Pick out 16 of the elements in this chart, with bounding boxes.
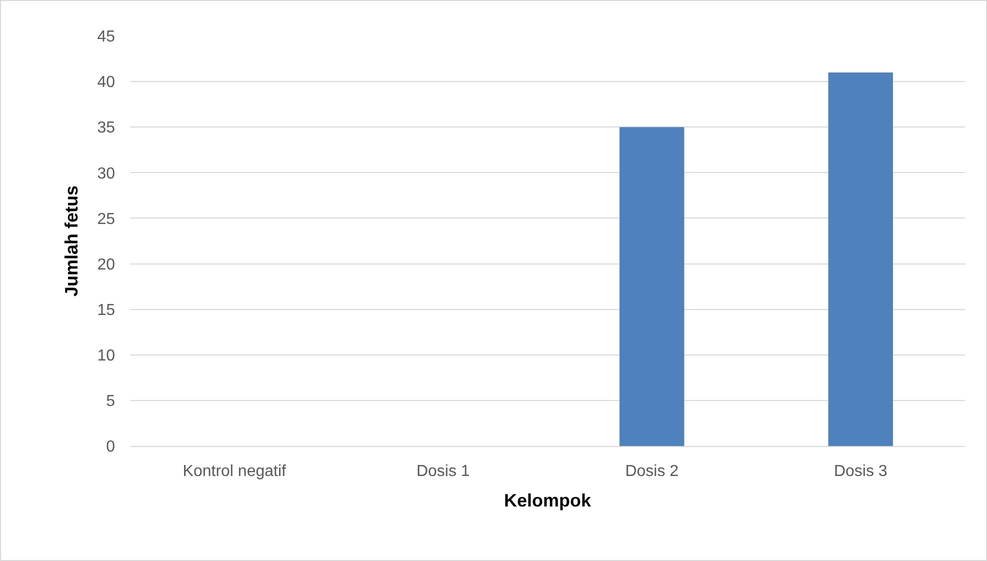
- y-tick-label: 0: [106, 438, 116, 456]
- y-tick-label: 5: [106, 393, 116, 410]
- y-tick-label: 40: [97, 74, 116, 92]
- y-tick-label: 30: [97, 165, 116, 182]
- y-tick-label: 35: [97, 120, 116, 137]
- y-tick-label: 25: [97, 210, 116, 228]
- y-axis-title: Jumlah fetus: [61, 185, 82, 297]
- y-tick-label: 15: [97, 302, 116, 319]
- x-axis-title: Kelompok: [504, 490, 592, 510]
- x-tick-label: Dosis 3: [834, 463, 888, 480]
- x-tick-label: Dosis 2: [625, 463, 679, 480]
- x-tick-label: Kontrol negatif: [182, 463, 287, 480]
- y-tick-label: 20: [97, 256, 116, 274]
- x-tick-label: Dosis 1: [416, 463, 470, 480]
- y-tick-label: 10: [97, 347, 116, 364]
- y-tick-label: 45: [97, 28, 116, 46]
